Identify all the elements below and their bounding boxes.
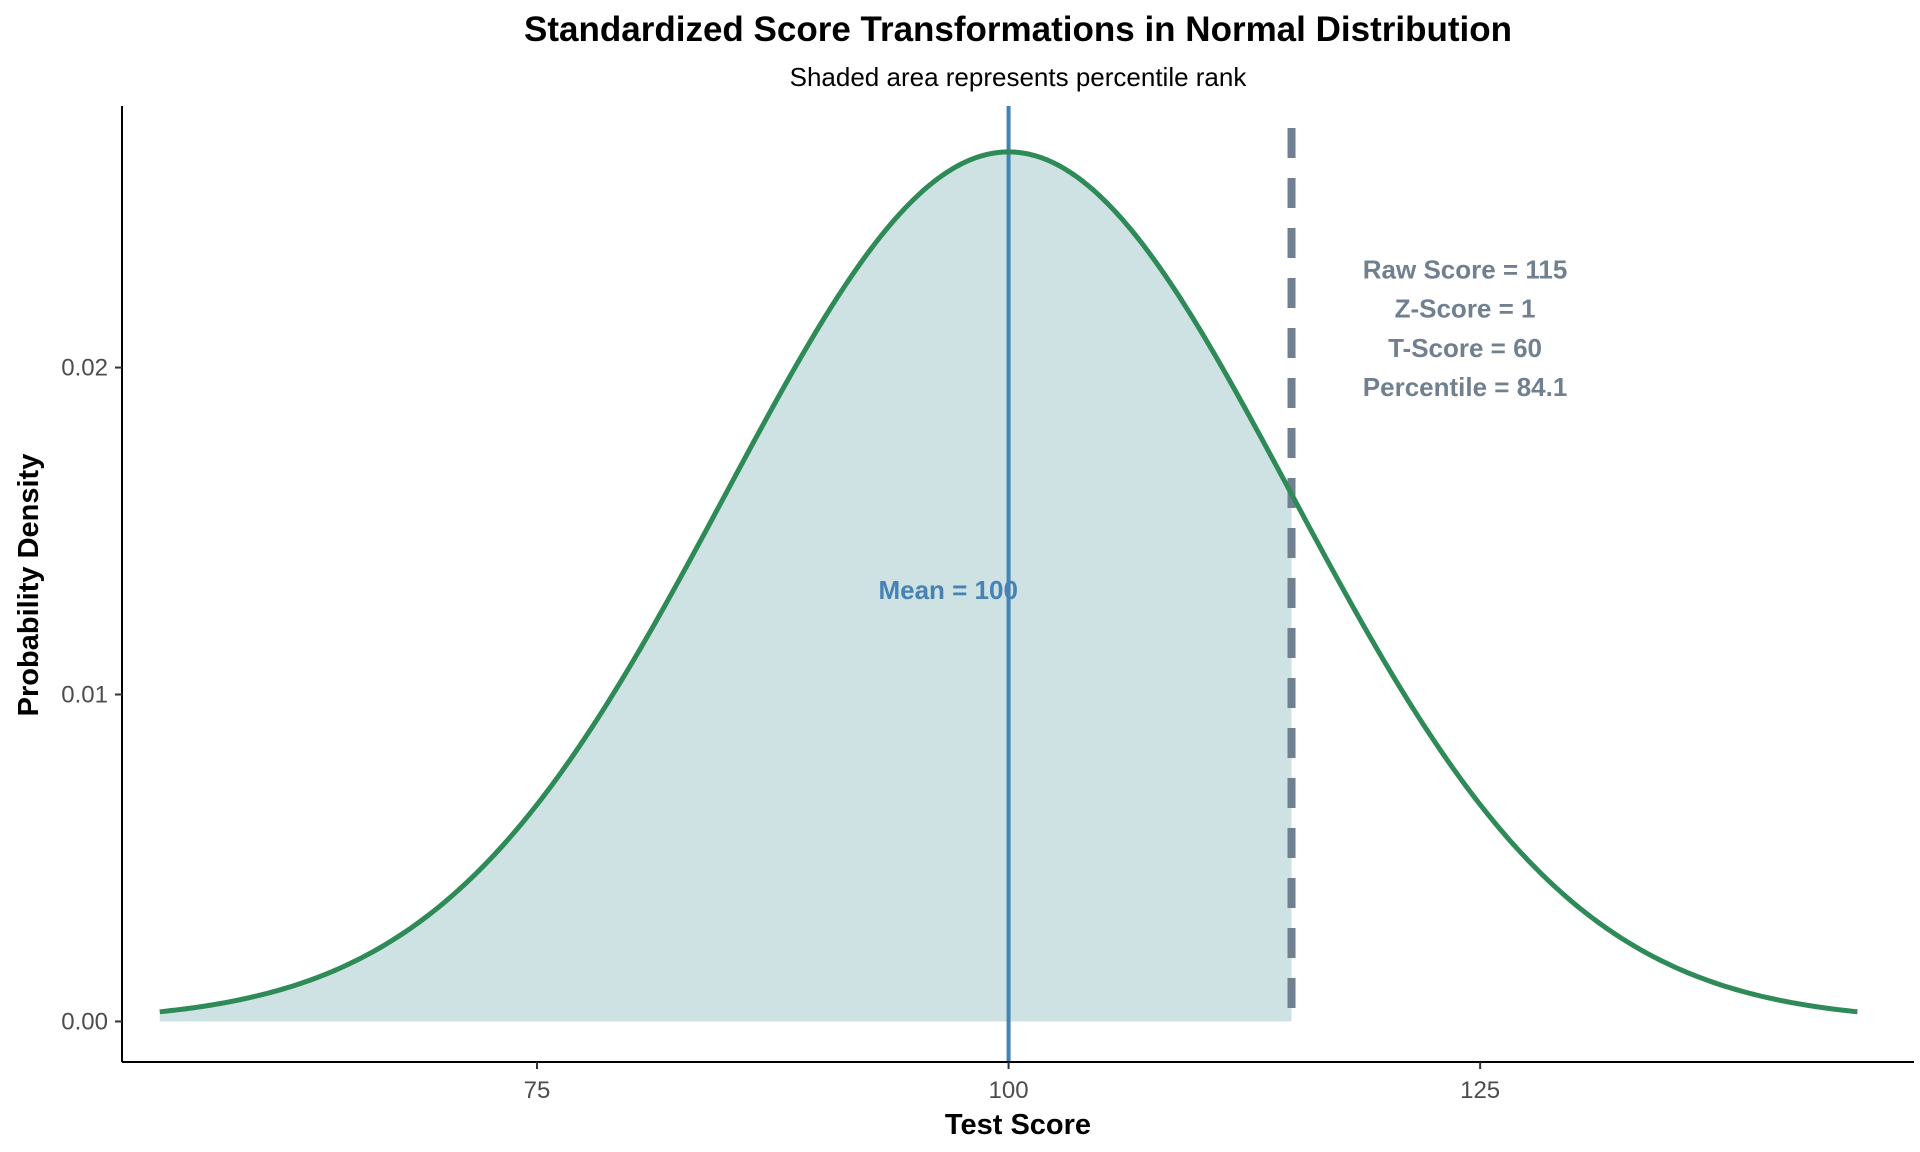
chart-title: Standardized Score Transformations in No… [524, 10, 1512, 49]
mean-annotation: Mean = 100 [878, 575, 1017, 605]
y-tick-label: 0.00 [61, 1008, 108, 1035]
x-tick-label: 75 [524, 1077, 551, 1104]
density-curve [159, 149, 1858, 1015]
y-tick-label: 0.01 [61, 682, 108, 709]
plot-area: 75 100 125 0.00 0.01 0.02 Mean = 100 Raw Score … [61, 106, 1914, 1104]
y-axis-title: Probability Density [13, 454, 45, 717]
x-tick-label: 100 [989, 1077, 1029, 1104]
x-tick-label: 125 [1460, 1077, 1500, 1104]
y-tick-label: 0.02 [61, 355, 108, 382]
score-annotation-line: Raw Score = 115 [1363, 254, 1568, 284]
score-annotation-line: Percentile = 84.1 [1363, 372, 1568, 402]
score-annotation-line: Z-Score = 1 [1395, 294, 1536, 324]
score-annotation-line: T-Score = 60 [1388, 333, 1542, 363]
chart-subtitle: Shaded area represents percentile rank [790, 62, 1248, 92]
shaded-percentile-area [159, 151, 1292, 1022]
x-axis-title: Test Score [945, 1109, 1091, 1141]
